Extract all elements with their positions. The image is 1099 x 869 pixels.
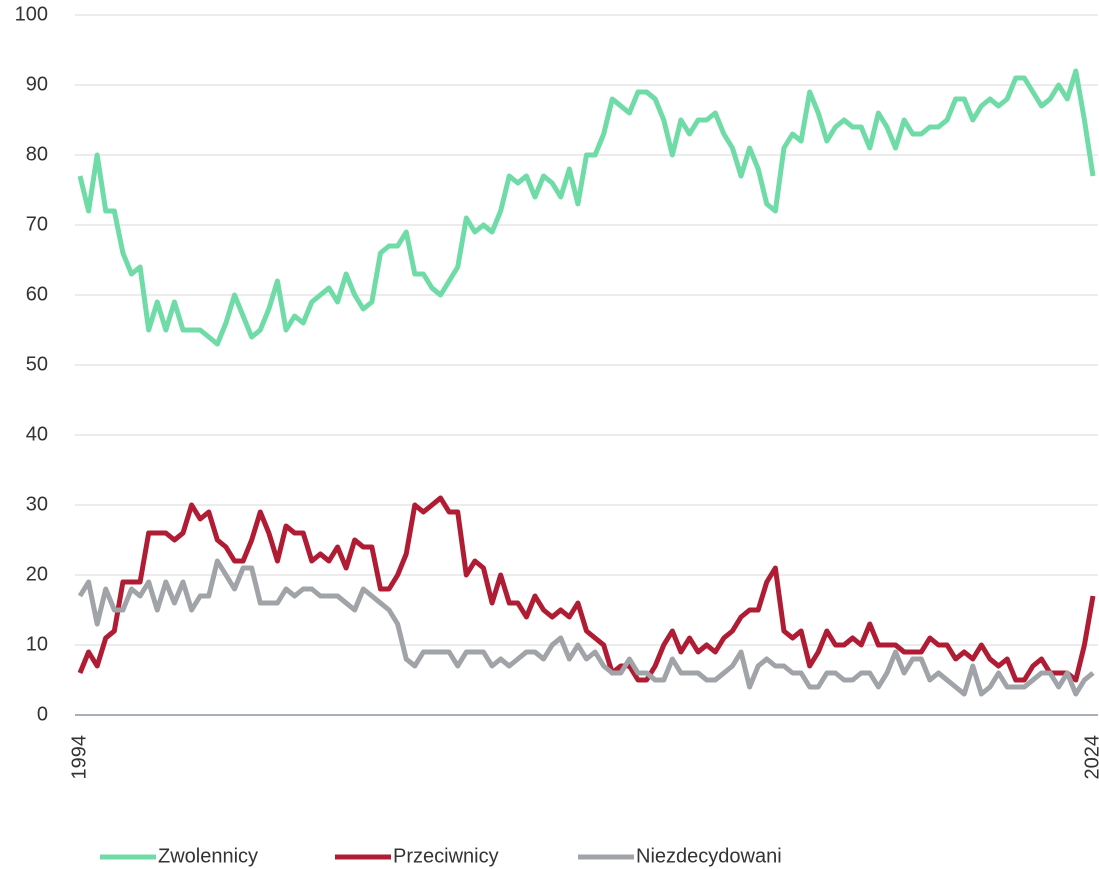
y-tick-label: 50	[26, 353, 48, 375]
y-tick-label: 40	[26, 423, 48, 445]
legend-label: Przeciwnicy	[393, 845, 499, 867]
y-tick-label: 70	[26, 213, 48, 235]
y-tick-label: 90	[26, 73, 48, 95]
y-tick-label: 30	[26, 493, 48, 515]
series-line	[77, 558, 1095, 697]
series-line	[77, 495, 1096, 683]
legend-label: Niezdecydowani	[636, 845, 782, 867]
y-tick-label: 10	[26, 633, 48, 655]
series-line	[77, 68, 1096, 347]
y-tick-label: 20	[26, 563, 48, 585]
y-tick-label: 60	[26, 283, 48, 305]
legend-label: Zwolennicy	[158, 845, 258, 867]
y-tick-label: 0	[37, 703, 48, 725]
y-tick-label: 80	[26, 143, 48, 165]
x-tick-label: 1994	[68, 735, 90, 780]
y-tick-label: 100	[15, 3, 48, 25]
x-tick-label: 2024	[1081, 735, 1099, 780]
